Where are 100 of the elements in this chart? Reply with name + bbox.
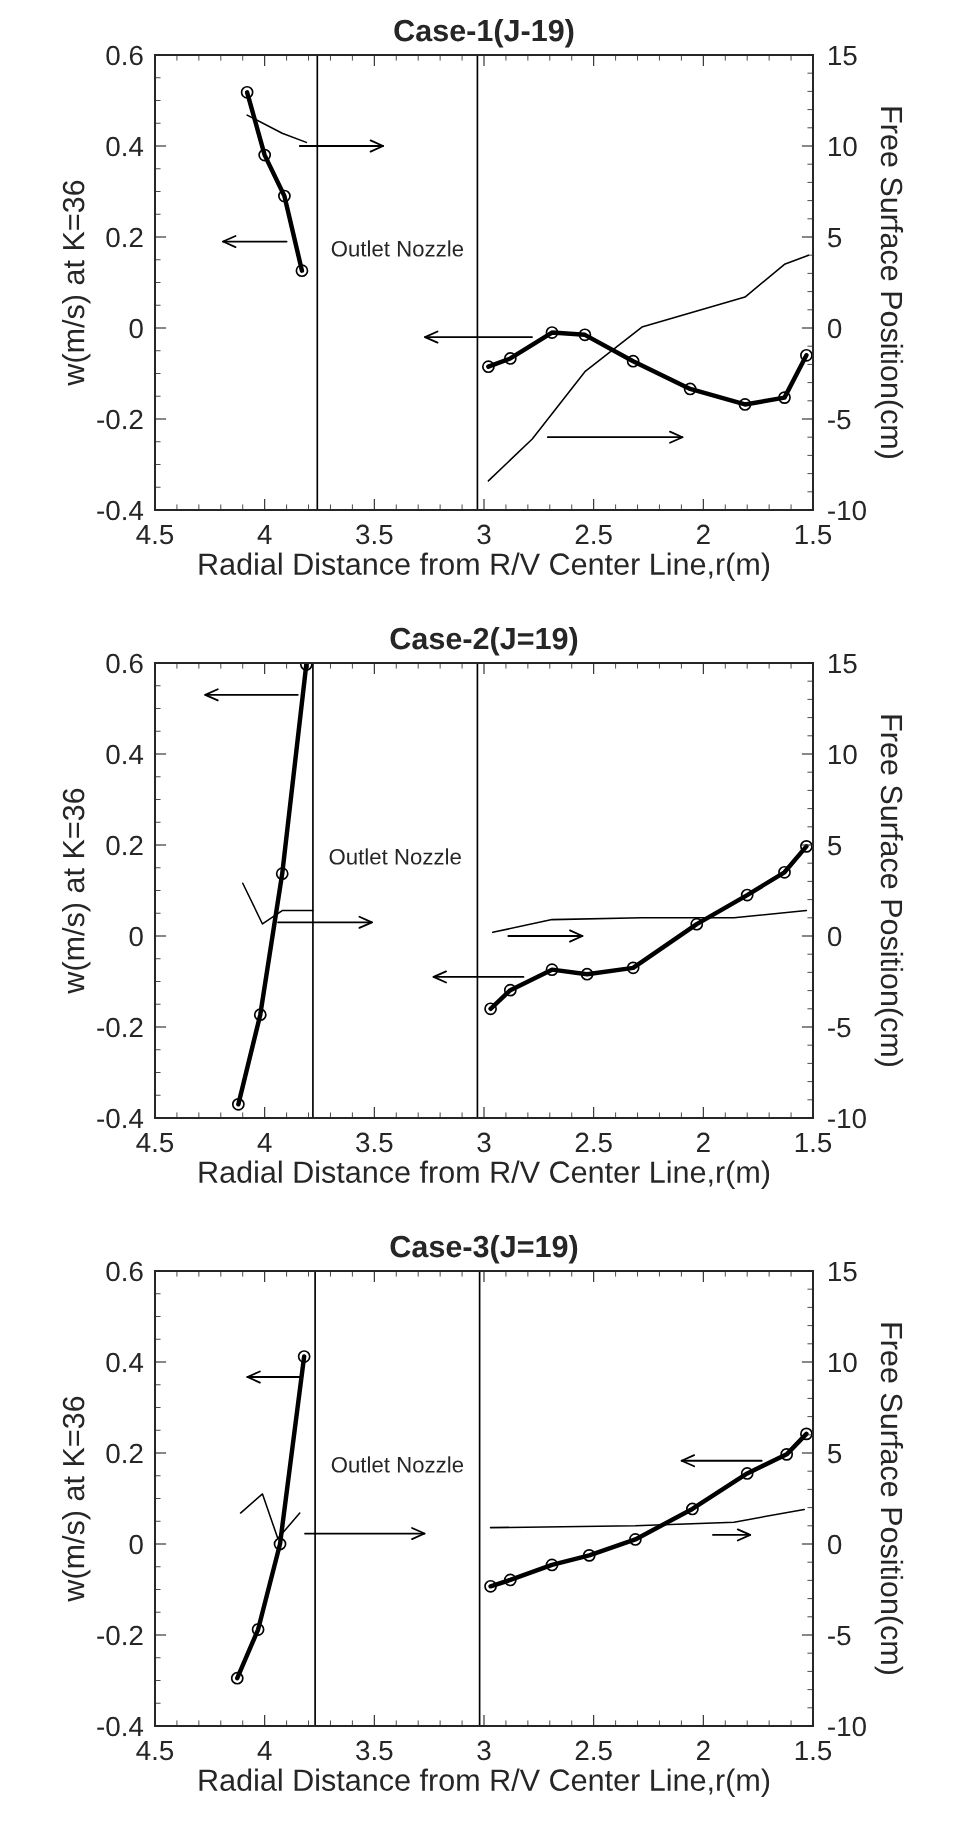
y2-tick-label: 0 <box>827 318 842 339</box>
x-tick-label: 3 <box>477 1132 491 1153</box>
point <box>778 865 791 879</box>
point <box>545 963 559 977</box>
y-tick-label: 0.2 <box>106 835 143 856</box>
chart-title: Case-3(J=19) <box>390 1234 578 1264</box>
y-tick-label: -0.2 <box>97 409 143 430</box>
x-tick-label: 1.5 <box>795 1132 832 1153</box>
x-tick-label: 2 <box>697 1132 710 1153</box>
y-tick-label: 0 <box>129 318 143 339</box>
point <box>484 1002 497 1016</box>
chart-title: Case-1(J-19) <box>394 18 574 48</box>
x-axis-title: Radial Distance from R/V Center Line,r(m) <box>199 552 770 582</box>
y-tick-label: 0.4 <box>106 1352 144 1373</box>
point <box>800 1427 813 1441</box>
point <box>578 328 592 342</box>
point <box>690 917 704 931</box>
y2-tick-label: -10 <box>828 1108 866 1129</box>
point <box>545 326 559 339</box>
y-axis-title: w(m/s) at K=36 <box>61 788 91 994</box>
point <box>503 1573 517 1587</box>
x-tick-label: 4.5 <box>136 1740 174 1761</box>
point <box>628 1533 642 1546</box>
x-axis-title: Radial Distance from R/V Center Line,r(m) <box>199 1160 770 1190</box>
point <box>253 1008 267 1022</box>
y-tick-label: 0.2 <box>106 1443 143 1464</box>
annotation: Outlet Nozzle <box>331 1456 464 1473</box>
y-tick-label: -0.2 <box>97 1625 143 1646</box>
point <box>683 382 697 396</box>
x-tick-label: 1.5 <box>795 524 832 545</box>
x-tick-label: 2.5 <box>575 1740 612 1761</box>
point <box>275 867 289 881</box>
y2-tick-label: 5 <box>828 1443 842 1464</box>
point <box>582 1548 596 1562</box>
x-tick-label: 3.5 <box>356 1132 393 1153</box>
y2-tick-label: -10 <box>828 1716 866 1737</box>
y2-tick-label: 5 <box>828 835 842 856</box>
point <box>481 360 495 374</box>
y-tick-label: 0.4 <box>106 136 144 157</box>
y2-tick-label: 5 <box>828 227 842 248</box>
y-tick-label: 0.6 <box>106 653 143 674</box>
y2-tick-label: 15 <box>829 45 857 66</box>
point <box>231 1097 245 1111</box>
point <box>626 354 640 368</box>
chart-title: Case-2(J=19) <box>390 626 578 656</box>
point <box>778 391 791 405</box>
point <box>295 264 309 278</box>
x-tick-label: 3.5 <box>356 524 393 545</box>
y2-axis-title: Free Surface Position(cm) <box>874 107 904 459</box>
line-series <box>487 254 810 482</box>
y-tick-label: 0 <box>129 926 143 947</box>
y2-tick-label: 15 <box>829 653 857 674</box>
point <box>580 967 594 981</box>
x-tick-label: 4.5 <box>136 524 174 545</box>
point <box>738 398 752 411</box>
x-tick-label: 4 <box>257 1132 272 1153</box>
y2-tick-label: 15 <box>829 1261 857 1282</box>
y-tick-label: 0.2 <box>106 227 143 248</box>
y2-tick-label: 10 <box>829 744 857 765</box>
point <box>503 983 517 997</box>
x-tick-label: 3 <box>477 524 491 545</box>
point <box>740 888 754 902</box>
x-tick-label: 2.5 <box>575 1132 612 1153</box>
annotation: Outlet Nozzle <box>329 848 461 865</box>
x-tick-label: 3.5 <box>356 1740 393 1761</box>
point <box>503 352 517 365</box>
point <box>273 1537 287 1551</box>
point <box>240 85 254 99</box>
point <box>685 1502 699 1516</box>
point <box>780 1447 794 1461</box>
y2-tick-label: -5 <box>828 409 851 430</box>
y2-tick-label: -10 <box>828 500 866 521</box>
x-axis-title: Radial Distance from R/V Center Line,r(m) <box>199 1768 770 1798</box>
point <box>258 148 272 162</box>
y-tick-label: 0.6 <box>106 45 143 66</box>
point <box>484 1579 497 1593</box>
x-tick-label: 3 <box>477 1740 491 1761</box>
y2-tick-label: 10 <box>829 1352 857 1373</box>
y2-axis-title: Free Surface Position(cm) <box>874 715 904 1067</box>
point <box>251 1623 265 1636</box>
y2-tick-label: 0 <box>827 1534 842 1555</box>
point <box>297 1350 311 1363</box>
y2-tick-label: -5 <box>828 1625 851 1646</box>
point <box>800 839 813 853</box>
point <box>545 1558 559 1572</box>
x-tick-label: 4.5 <box>136 1132 174 1153</box>
x-tick-label: 4 <box>257 524 272 545</box>
y-tick-label: -0.4 <box>97 1716 144 1737</box>
y-tick-label: -0.4 <box>97 1108 144 1129</box>
annotation: Outlet Nozzle <box>331 240 464 257</box>
y-tick-label: -0.4 <box>97 500 144 521</box>
y-axis-title: w(m/s) at K=36 <box>61 180 91 386</box>
y-tick-label: 0.6 <box>106 1261 143 1282</box>
y2-tick-label: 0 <box>827 926 842 947</box>
x-tick-label: 2 <box>697 1740 710 1761</box>
y-axis-title: w(m/s) at K=36 <box>61 1396 91 1602</box>
x-tick-label: 2.5 <box>575 524 612 545</box>
y-tick-label: 0.4 <box>106 744 144 765</box>
y2-tick-label: -5 <box>828 1017 851 1038</box>
x-tick-label: 2 <box>697 524 710 545</box>
